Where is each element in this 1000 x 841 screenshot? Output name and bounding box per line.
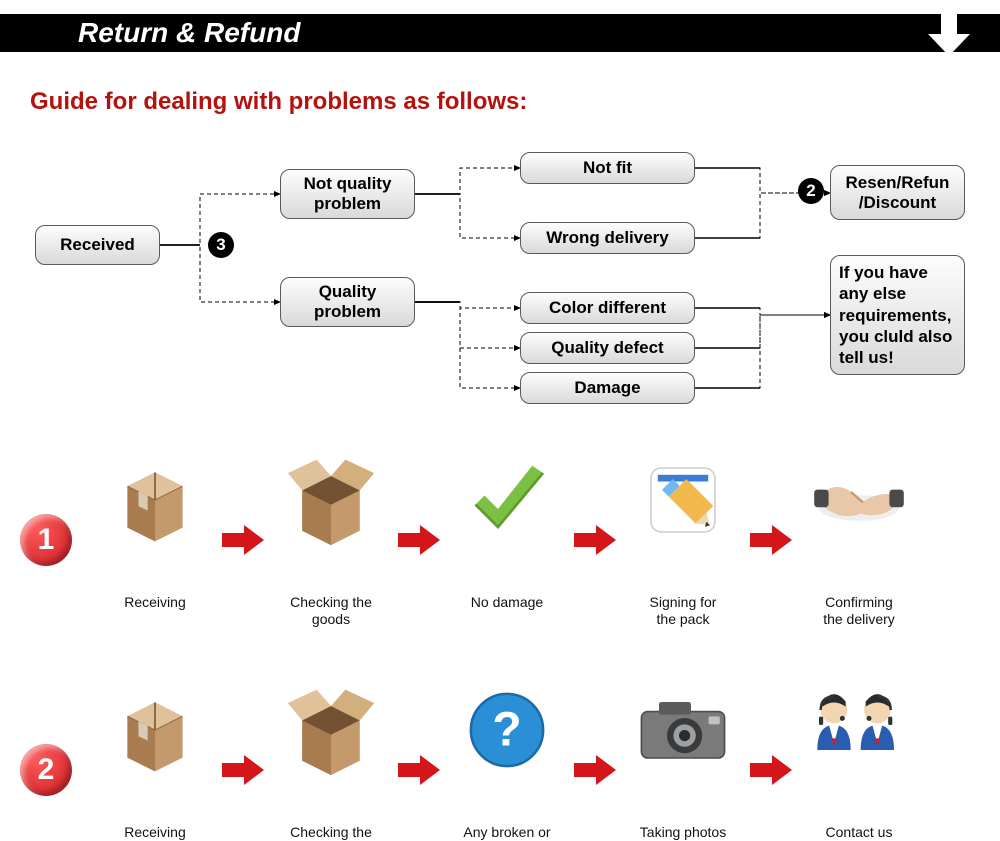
flow-node-color-diff: Color different: [520, 292, 695, 324]
flow-node-resend: Resen/Refun/Discount: [830, 165, 965, 220]
flow-badge-3: 3: [208, 232, 234, 258]
box-closed-icon: [105, 680, 205, 780]
arrow-right-icon: [572, 720, 618, 820]
step-1-5: Confirmingthe delivery: [794, 450, 924, 630]
box-open-icon: [281, 680, 381, 780]
arrow-right-icon: [748, 720, 794, 820]
header-bar: Return & Refund: [0, 14, 1000, 52]
step-1-4: Signing forthe pack: [618, 450, 748, 630]
box-open-icon: [281, 450, 381, 550]
header-title: Return & Refund: [0, 17, 300, 48]
page: Return & Refund Guide for dealing with p…: [0, 0, 1000, 841]
step-label: Signing forthe pack: [650, 594, 717, 630]
step-label: Confirmingthe delivery: [823, 594, 895, 630]
flow-node-quality: Qualityproblem: [280, 277, 415, 327]
box-closed-icon: [105, 450, 205, 550]
subtitle-text: Guide for dealing with problems as follo…: [30, 88, 527, 116]
step-label: Receiving: [124, 824, 185, 841]
svg-text:?: ?: [492, 702, 521, 756]
pencil-icon: [633, 450, 733, 550]
flow-node-damage: Damage: [520, 372, 695, 404]
flow-badge-2: 2: [798, 178, 824, 204]
flow-node-not-quality: Not qualityproblem: [280, 169, 415, 219]
step-row-2: 2 Receiving Checking thegoods? Any broken o…: [20, 680, 980, 841]
step-label: Contact us: [826, 824, 893, 841]
arrow-right-icon: [396, 490, 442, 590]
step-label: Any broken orwrong product: [463, 824, 552, 841]
step-label: Receiving: [124, 594, 185, 630]
camera-icon: [633, 680, 733, 780]
step-label: Checking thegoods: [290, 594, 372, 630]
steps-area: 1 Receiving Checking thegoods No damage Sign…: [20, 450, 980, 841]
step-2-3: ? Any broken orwrong product: [442, 680, 572, 841]
flow-node-wrong-delivery: Wrong delivery: [520, 222, 695, 254]
checkmark-icon: [457, 450, 557, 550]
arrow-right-icon: [396, 720, 442, 820]
step-2-2: Checking thegoods: [266, 680, 396, 841]
step-label: No damage: [471, 594, 543, 630]
step-1-2: Checking thegoods: [266, 450, 396, 630]
step-1-1: Receiving: [90, 450, 220, 630]
step-label: Taking photos: [640, 824, 726, 841]
step-2-1: Receiving: [90, 680, 220, 841]
flow-node-received: Received: [35, 225, 160, 265]
support-icon: [809, 680, 909, 780]
step-label: Checking thegoods: [290, 824, 372, 841]
arrow-right-icon: [220, 490, 266, 590]
arrow-right-icon: [748, 490, 794, 590]
step-2-5: Contact us: [794, 680, 924, 841]
step-1-3: No damage: [442, 450, 572, 630]
down-arrow-icon: [928, 6, 970, 60]
arrow-right-icon: [220, 720, 266, 820]
flow-note: If you haveany elserequirements,you clul…: [830, 255, 965, 375]
flow-node-not-fit: Not fit: [520, 152, 695, 184]
handshake-icon: [809, 450, 909, 550]
question-icon: ?: [457, 680, 557, 780]
row-badge-1: 1: [20, 514, 72, 566]
row-badge-2: 2: [20, 744, 72, 796]
step-2-4: Taking photos: [618, 680, 748, 841]
arrow-right-icon: [572, 490, 618, 590]
step-row-1: 1 Receiving Checking thegoods No damage Sign…: [20, 450, 980, 630]
flow-node-quality-defect: Quality defect: [520, 332, 695, 364]
